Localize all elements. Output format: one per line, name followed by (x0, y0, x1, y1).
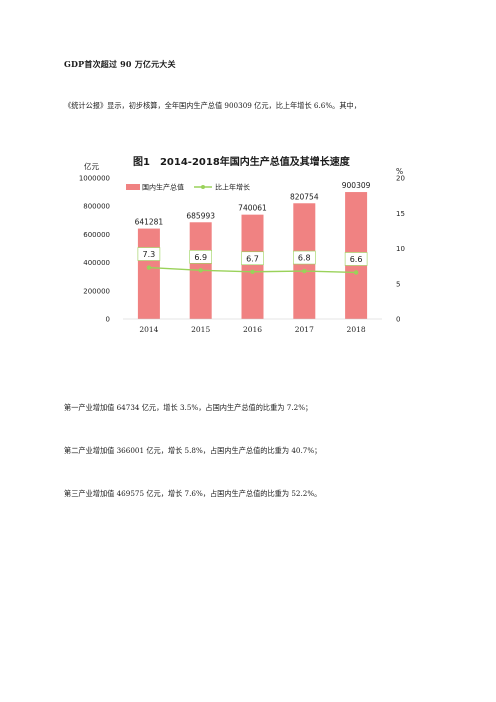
growth-point (302, 268, 307, 274)
y-right-tick-label: 10 (396, 245, 405, 253)
secondary-industry-paragraph: 第二产业增加值 366001 亿元，增长 5.8%，占国内生产总值的比重为 40… (64, 446, 322, 455)
chart-legend: 国内生产总值 比上年增长 (126, 183, 250, 192)
growth-point (198, 268, 203, 273)
page-heading: GDP首次超过 90 万亿元大关 (64, 59, 176, 69)
legend-line-marker (201, 185, 205, 189)
gdp-chart: 图1 2014-2018年国内生产总值及其增长速度 亿元 % 0 200000 40… (64, 142, 442, 342)
legend-bar-label: 国内生产总值 (142, 183, 184, 192)
growth-point (146, 265, 152, 270)
intro-paragraph: 《统计公报》显示，初步核算，全年国内生产总值 900309 亿元，比上年增长 6… (64, 101, 361, 110)
y-left-tick-label: 800000 (83, 203, 110, 211)
growth-label-box (293, 250, 316, 265)
x-tick-label: 2014 (139, 325, 158, 334)
y-right-unit: % (396, 167, 403, 176)
bar-value-label: 900309 (342, 181, 371, 190)
x-tick-label: 2015 (191, 325, 210, 334)
primary-industry-paragraph: 第一产业增加值 64734 亿元，增长 3.5%，占国内生产总值的比重为 7.2… (64, 403, 313, 412)
growth-label-box (241, 251, 264, 266)
y-left-tick-label: 1000000 (79, 175, 110, 183)
y-right-tick-label: 5 (396, 280, 400, 288)
chart-title: 图1 2014-2018年国内生产总值及其增长速度 (133, 155, 351, 168)
y-left-tick-label: 400000 (83, 259, 110, 267)
growth-label-box (344, 252, 368, 266)
growth-value-label: 7.3 (143, 250, 156, 259)
y-left-tick-label: 0 (106, 316, 110, 324)
bar-value-label: 740061 (238, 204, 267, 213)
legend-bar-swatch (126, 184, 140, 190)
bar-value-label: 820754 (290, 192, 319, 201)
bar-value-label: 641281 (135, 218, 164, 227)
x-tick-label: 2016 (243, 325, 262, 334)
growth-label-box (189, 250, 212, 264)
growth-value-label: 6.6 (350, 255, 363, 264)
bar-value-label: 685993 (186, 211, 215, 220)
growth-value-label: 6.9 (194, 253, 207, 262)
bar (137, 228, 160, 319)
y-right-ticks: 0 5 10 15 20 (396, 175, 405, 324)
growth-label-box (137, 247, 161, 261)
y-right-tick-label: 20 (396, 175, 405, 183)
x-tick-label: 2018 (347, 325, 366, 334)
x-tick-label: 2017 (295, 325, 314, 334)
bar (241, 214, 264, 319)
growth-value-label: 6.7 (246, 254, 259, 263)
gdp-chart-svg: 图1 2014-2018年国内生产总值及其增长速度 亿元 % 0 200000 40… (79, 155, 405, 334)
line-series: 7.3 6.9 6.7 6.8 6.6 (137, 247, 368, 275)
y-left-tick-label: 600000 (83, 231, 110, 239)
y-left-tick-label: 200000 (83, 287, 110, 295)
growth-value-label: 6.8 (298, 254, 311, 263)
x-ticks: 2014 2015 2016 2017 2018 (139, 325, 366, 334)
tertiary-industry-paragraph: 第三产业增加值 469575 亿元，增长 7.6%，占国内生产总值的比重为 52… (64, 489, 322, 498)
y-left-unit: 亿元 (84, 161, 99, 171)
bar-labels: 641281 685993 740061 820754 900309 (135, 181, 371, 227)
growth-point (250, 269, 255, 274)
y-right-tick-label: 0 (396, 316, 400, 324)
y-right-tick-label: 15 (396, 210, 405, 218)
legend-line-label: 比上年增长 (215, 183, 250, 192)
growth-point (353, 270, 359, 275)
y-left-ticks: 0 200000 400000 600000 800000 1000000 (79, 175, 110, 324)
